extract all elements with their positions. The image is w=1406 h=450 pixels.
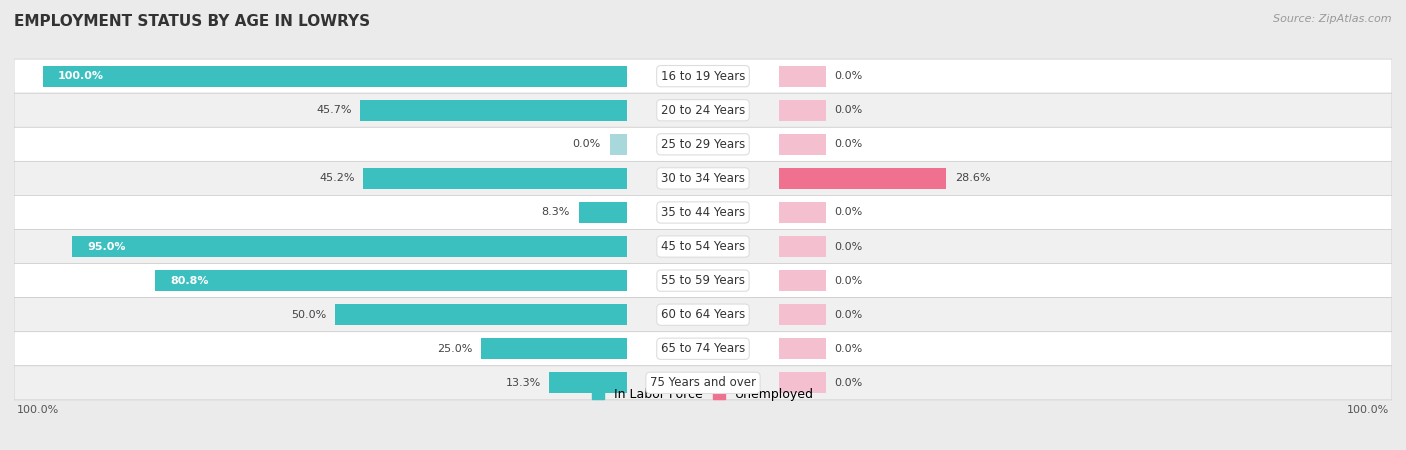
Text: 20 to 24 Years: 20 to 24 Years (661, 104, 745, 117)
Text: 55 to 59 Years: 55 to 59 Years (661, 274, 745, 287)
Text: 35 to 44 Years: 35 to 44 Years (661, 206, 745, 219)
FancyBboxPatch shape (14, 162, 1392, 195)
Text: 95.0%: 95.0% (87, 242, 125, 252)
FancyBboxPatch shape (14, 366, 1392, 400)
Bar (779, 99, 825, 121)
Bar (155, 270, 627, 291)
FancyBboxPatch shape (14, 230, 1392, 264)
Bar (73, 236, 627, 257)
FancyBboxPatch shape (14, 297, 1392, 332)
Text: 0.0%: 0.0% (834, 71, 863, 81)
Text: 100.0%: 100.0% (1347, 405, 1389, 415)
Text: 25.0%: 25.0% (437, 344, 472, 354)
Text: 0.0%: 0.0% (834, 310, 863, 320)
Bar (363, 168, 627, 189)
Text: 50.0%: 50.0% (291, 310, 326, 320)
Text: 0.0%: 0.0% (834, 207, 863, 217)
Text: 0.0%: 0.0% (572, 140, 600, 149)
FancyBboxPatch shape (14, 93, 1392, 127)
FancyBboxPatch shape (14, 59, 1392, 93)
Bar (610, 134, 627, 155)
Text: 45.7%: 45.7% (316, 105, 352, 115)
Text: 0.0%: 0.0% (834, 242, 863, 252)
Legend: In Labor Force, Unemployed: In Labor Force, Unemployed (586, 383, 820, 406)
Text: 0.0%: 0.0% (834, 105, 863, 115)
Text: 16 to 19 Years: 16 to 19 Years (661, 70, 745, 83)
Text: EMPLOYMENT STATUS BY AGE IN LOWRYS: EMPLOYMENT STATUS BY AGE IN LOWRYS (14, 14, 370, 28)
FancyBboxPatch shape (14, 195, 1392, 230)
Text: 100.0%: 100.0% (58, 71, 104, 81)
Text: Source: ZipAtlas.com: Source: ZipAtlas.com (1274, 14, 1392, 23)
Text: 100.0%: 100.0% (17, 405, 59, 415)
FancyBboxPatch shape (14, 127, 1392, 162)
Text: 80.8%: 80.8% (170, 275, 208, 286)
Text: 45.2%: 45.2% (319, 173, 354, 184)
Text: 45 to 54 Years: 45 to 54 Years (661, 240, 745, 253)
Bar (779, 236, 825, 257)
Bar (335, 304, 627, 325)
Text: 0.0%: 0.0% (834, 275, 863, 286)
Text: 25 to 29 Years: 25 to 29 Years (661, 138, 745, 151)
Bar (44, 66, 627, 87)
Bar (481, 338, 627, 360)
Text: 0.0%: 0.0% (834, 344, 863, 354)
Text: 30 to 34 Years: 30 to 34 Years (661, 172, 745, 185)
Text: 60 to 64 Years: 60 to 64 Years (661, 308, 745, 321)
FancyBboxPatch shape (14, 332, 1392, 366)
Text: 13.3%: 13.3% (505, 378, 541, 388)
Bar (779, 304, 825, 325)
Text: 0.0%: 0.0% (834, 140, 863, 149)
Bar (779, 338, 825, 360)
FancyBboxPatch shape (14, 264, 1392, 297)
Text: 28.6%: 28.6% (955, 173, 990, 184)
Bar (779, 202, 825, 223)
Bar (779, 372, 825, 393)
Text: 75 Years and over: 75 Years and over (650, 376, 756, 389)
Bar (579, 202, 627, 223)
Bar (360, 99, 627, 121)
Text: 65 to 74 Years: 65 to 74 Years (661, 342, 745, 355)
Bar (779, 270, 825, 291)
Bar (779, 66, 825, 87)
Text: 8.3%: 8.3% (541, 207, 569, 217)
Bar (779, 168, 946, 189)
Bar (550, 372, 627, 393)
Bar (779, 134, 825, 155)
Text: 0.0%: 0.0% (834, 378, 863, 388)
